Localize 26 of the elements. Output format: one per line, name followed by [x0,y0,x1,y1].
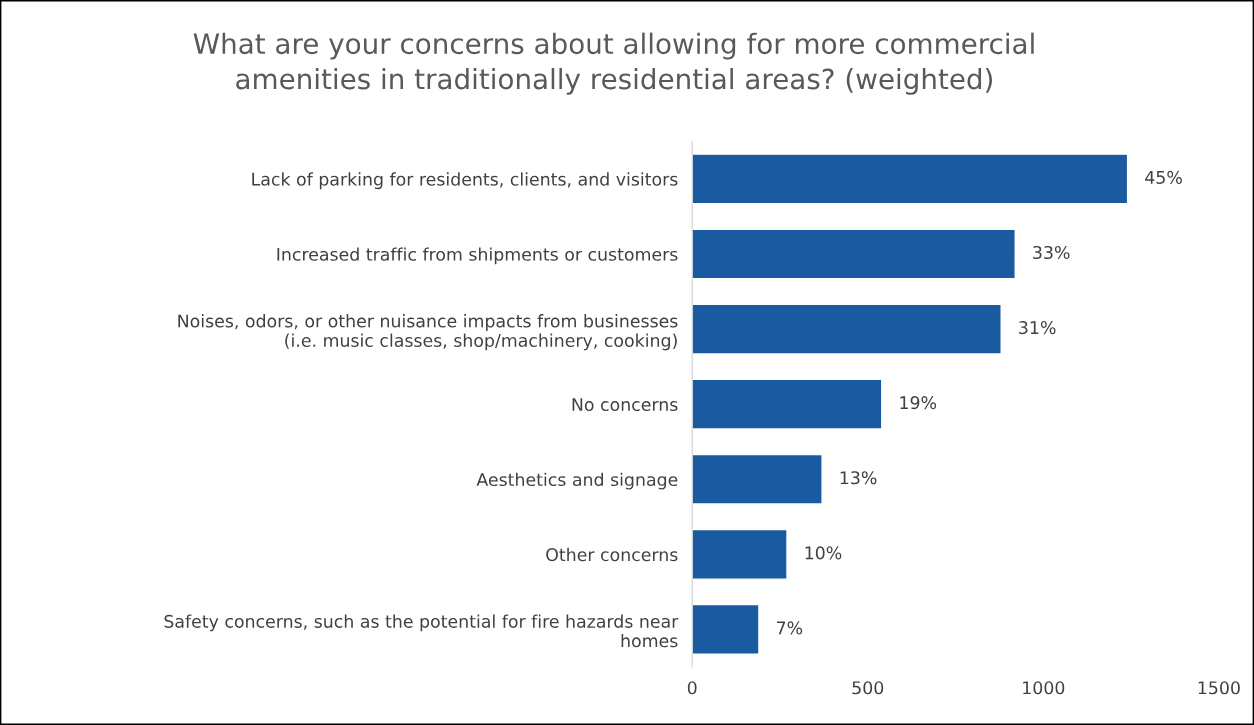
y-tick-label: Lack of parking for residents, clients, and visitors [252,172,678,190]
annotation: 45% [1145,170,1182,184]
x-tick-label: 0 [687,681,697,695]
annotation: 7% [777,621,803,635]
y-tick-label: No concerns [572,398,678,412]
y-tick-label: Other concerns [546,547,678,562]
annotation: 19% [900,396,937,410]
annotation: 13% [840,471,877,485]
x-tick-label: 500 [852,681,884,695]
annotation: 33% [1033,245,1070,260]
annotation: 31% [1019,321,1056,335]
bar [692,153,1129,205]
bar [692,378,883,430]
bar [692,228,1016,280]
x-tick-label: 1000 [1023,681,1065,695]
y-tick-label: Increased traffic from shipments or customers [277,247,678,265]
bar [692,303,1002,355]
bar [692,528,788,580]
x-tick-label: 1500 [1198,681,1240,695]
chart-title: What are your concerns about allowing for more commercial amenities in traditionally residential areas? (weighted) [193,32,1034,95]
bar [692,603,760,655]
y-tick-label: Safety concerns, such as the potential for fire hazards near homes [164,614,679,648]
bar [692,453,823,505]
y-tick-label: Aesthetics and signage [476,472,678,490]
y-tick-label: Noises, odors, or other nuisance impacts from businesses (i.e. music classes, shop/machinery, cooking) [178,314,678,351]
annotation: 10% [805,546,842,560]
